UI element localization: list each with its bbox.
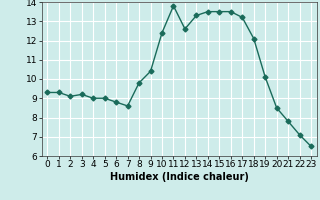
- X-axis label: Humidex (Indice chaleur): Humidex (Indice chaleur): [110, 172, 249, 182]
